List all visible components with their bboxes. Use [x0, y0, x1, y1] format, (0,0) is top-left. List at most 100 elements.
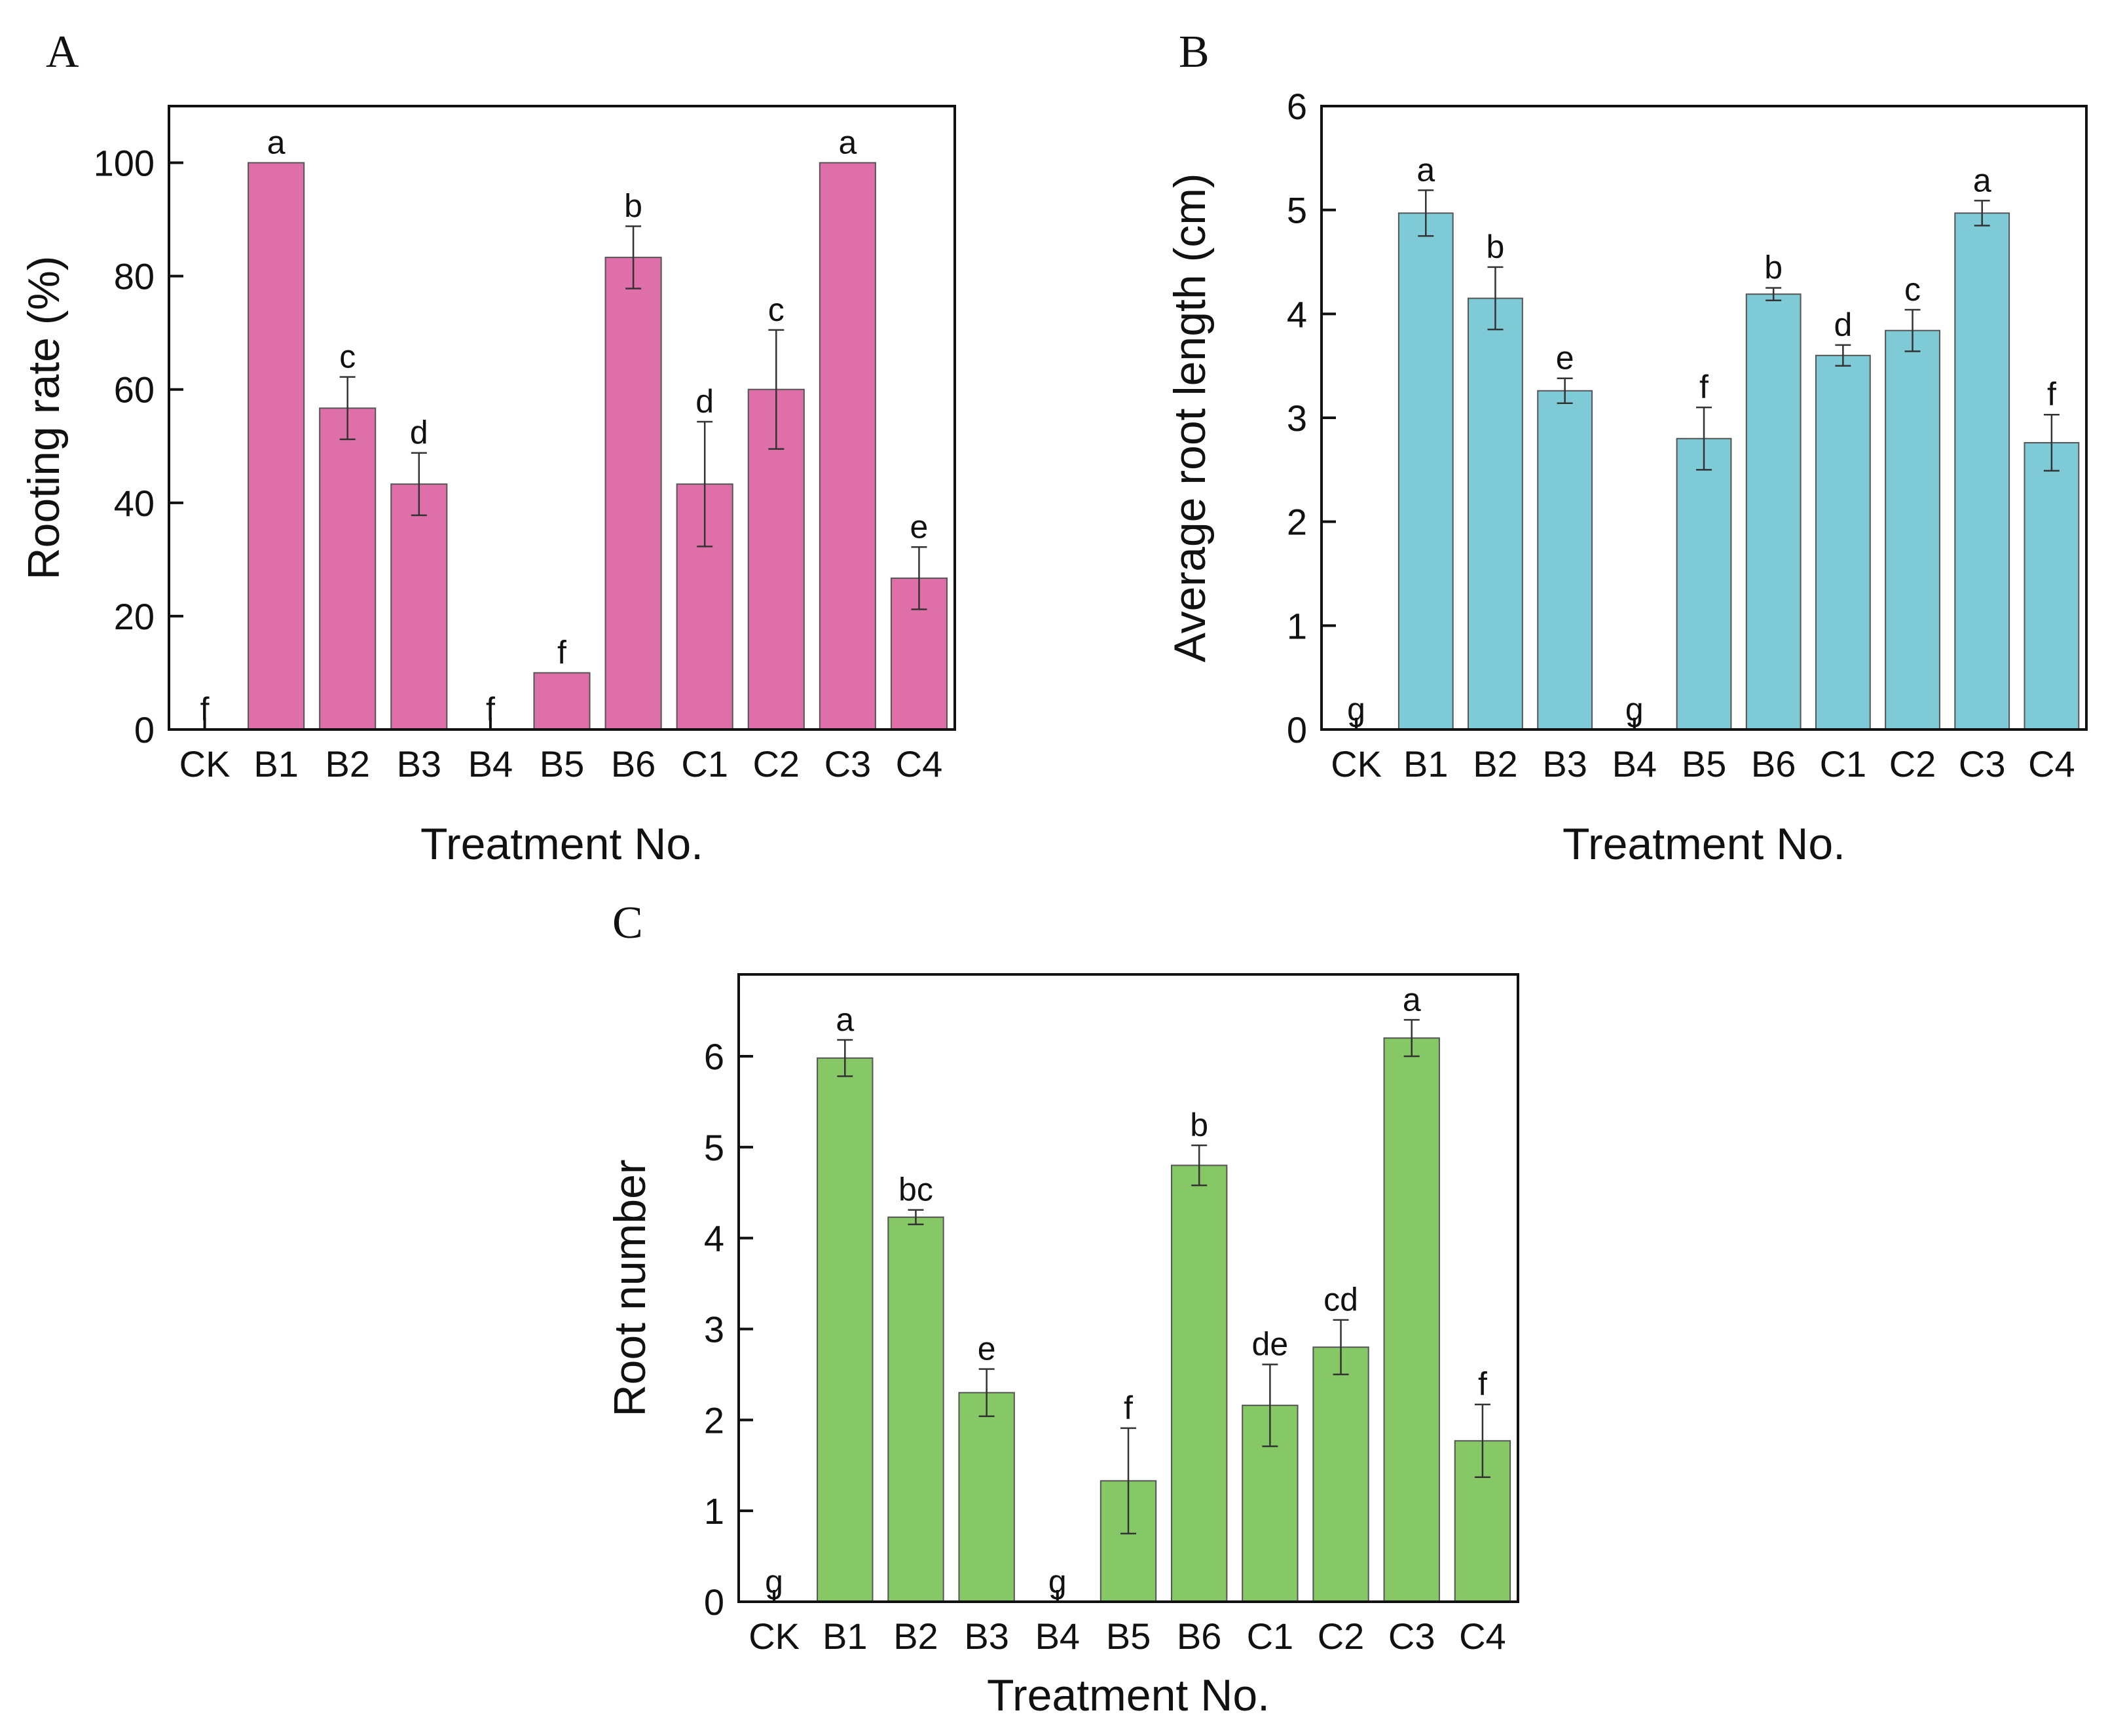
bar-b3 — [958, 1392, 1015, 1603]
significance-label: c — [1904, 271, 1921, 308]
y-tick-label: 6 — [1287, 86, 1307, 127]
x-tick-label: B2 — [1473, 743, 1518, 785]
chart-panel-a: A Rooting rate (%) Treatment No. 0 20 40 60… — [19, 27, 956, 869]
x-tick-label: B2 — [325, 743, 370, 785]
x-tick-label: B5 — [1106, 1616, 1151, 1657]
x-tick-label: B1 — [253, 743, 299, 785]
significance-label: e — [1556, 340, 1574, 377]
significance-label: g — [1048, 1563, 1067, 1600]
significance-label: f — [2047, 376, 2056, 413]
plot-frame — [1320, 105, 2088, 731]
panel-label: A — [46, 27, 79, 77]
significance-label: d — [1834, 306, 1852, 343]
x-tick-label: C2 — [1318, 1616, 1365, 1657]
bar-b5 — [533, 672, 591, 731]
error-bar — [1974, 200, 1990, 227]
y-tick-label: 0 — [704, 1581, 724, 1623]
error-bar — [911, 546, 927, 610]
x-tick-label: B2 — [893, 1616, 938, 1657]
bar-b1 — [248, 162, 305, 730]
x-tick-label: B6 — [1751, 743, 1796, 785]
bar-c3 — [819, 162, 876, 730]
x-tick-label: B3 — [397, 743, 442, 785]
error-bar — [2043, 413, 2060, 472]
x-tick-label: B6 — [1177, 1616, 1222, 1657]
error-bar — [697, 420, 713, 547]
panel-label: B — [1179, 27, 1210, 77]
x-tick-label: CK — [1331, 743, 1382, 785]
panel-label: C — [612, 898, 643, 948]
y-tick-label: 0 — [134, 709, 155, 750]
significance-label: b — [624, 187, 642, 224]
x-tick-label: B3 — [1542, 743, 1587, 785]
bar-c2 — [1885, 329, 1940, 731]
significance-label: f — [486, 691, 495, 728]
significance-label: c — [339, 339, 356, 375]
y-tick-label: 5 — [704, 1127, 724, 1168]
y-tick-label: 40 — [114, 483, 155, 524]
error-bar — [1766, 287, 1782, 301]
x-tick-label: C1 — [1247, 1616, 1294, 1657]
significance-label: a — [838, 124, 857, 161]
chart-panel-c: C Root number Treatment No. 0 1 2 3 4 5 6 g CK a B… — [605, 898, 1519, 1720]
x-axis-label: Treatment No. — [987, 1671, 1270, 1720]
chart-panel-b: B Average root length (cm) Treatment No.… — [1165, 27, 2088, 869]
chart-marks: 0 1 2 3 4 5 6 g CK a B1 bc B2 e B3 g B4 f B5 b B6 de C1 cd C2 a C3… — [704, 981, 1511, 1657]
error-bar — [1904, 308, 1921, 352]
x-tick-label: C3 — [824, 743, 872, 785]
error-bar — [1835, 344, 1851, 367]
significance-label: a — [1403, 981, 1421, 1018]
significance-label: cd — [1323, 1282, 1358, 1318]
x-tick-label: B6 — [611, 743, 656, 785]
x-tick-label: C4 — [2028, 743, 2075, 785]
bar-c3 — [1954, 212, 2010, 730]
significance-label: f — [557, 634, 566, 671]
significance-label: e — [978, 1331, 996, 1367]
significance-label: f — [1124, 1390, 1133, 1426]
significance-label: f — [1699, 369, 1709, 405]
x-tick-label: B1 — [1403, 743, 1449, 785]
y-tick-label: 4 — [1287, 293, 1307, 335]
y-tick-label: 0 — [1287, 709, 1307, 750]
error-bar — [1403, 1019, 1420, 1058]
y-tick-label: 60 — [114, 369, 155, 411]
y-tick-label: 3 — [1287, 397, 1307, 439]
significance-label: b — [1764, 249, 1783, 286]
x-axis-label: Treatment No. — [1563, 819, 1845, 869]
plot-frame — [168, 105, 956, 731]
x-tick-label: C3 — [1388, 1616, 1435, 1657]
significance-label: b — [1190, 1107, 1208, 1143]
significance-label: a — [267, 124, 286, 161]
bar-b2 — [887, 1216, 944, 1602]
bar-b6 — [604, 257, 662, 730]
y-axis-label: Average root length (cm) — [1165, 173, 1215, 662]
error-bar — [1191, 1144, 1208, 1187]
x-tick-label: C4 — [896, 743, 943, 785]
y-tick-label: 1 — [1287, 605, 1307, 646]
error-bar — [1333, 1319, 1349, 1376]
bar-c2 — [1312, 1346, 1369, 1602]
bar-b1 — [817, 1057, 874, 1602]
x-tick-label: B4 — [1035, 1616, 1081, 1657]
bar-b1 — [1397, 212, 1454, 730]
y-axis-label: Root number — [605, 1159, 655, 1416]
significance-label: a — [836, 1001, 854, 1038]
error-bar — [1120, 1427, 1136, 1535]
x-tick-label: C2 — [1889, 743, 1936, 785]
y-tick-label: 5 — [1287, 190, 1307, 231]
x-tick-label: C2 — [752, 743, 800, 785]
error-bar — [1696, 406, 1712, 471]
bar-b3 — [1537, 390, 1593, 730]
x-tick-label: C1 — [1820, 743, 1867, 785]
x-tick-label: C1 — [681, 743, 728, 785]
chart-marks: 0 1 2 3 4 5 6 g CK a B1 b B2 e B3 g B4 f B5 b B6 d C1 c C2 a C3 f C4 — [1287, 86, 2080, 785]
significance-label: de — [1252, 1326, 1289, 1363]
x-axis-label: Treatment No. — [420, 819, 703, 869]
significance-label: a — [1416, 152, 1435, 189]
x-tick-label: B3 — [964, 1616, 1009, 1657]
y-tick-label: 3 — [704, 1308, 724, 1350]
x-tick-label: B1 — [823, 1616, 868, 1657]
y-tick-label: 80 — [114, 256, 155, 297]
x-tick-label: B4 — [468, 743, 513, 785]
significance-label: f — [1478, 1366, 1487, 1403]
